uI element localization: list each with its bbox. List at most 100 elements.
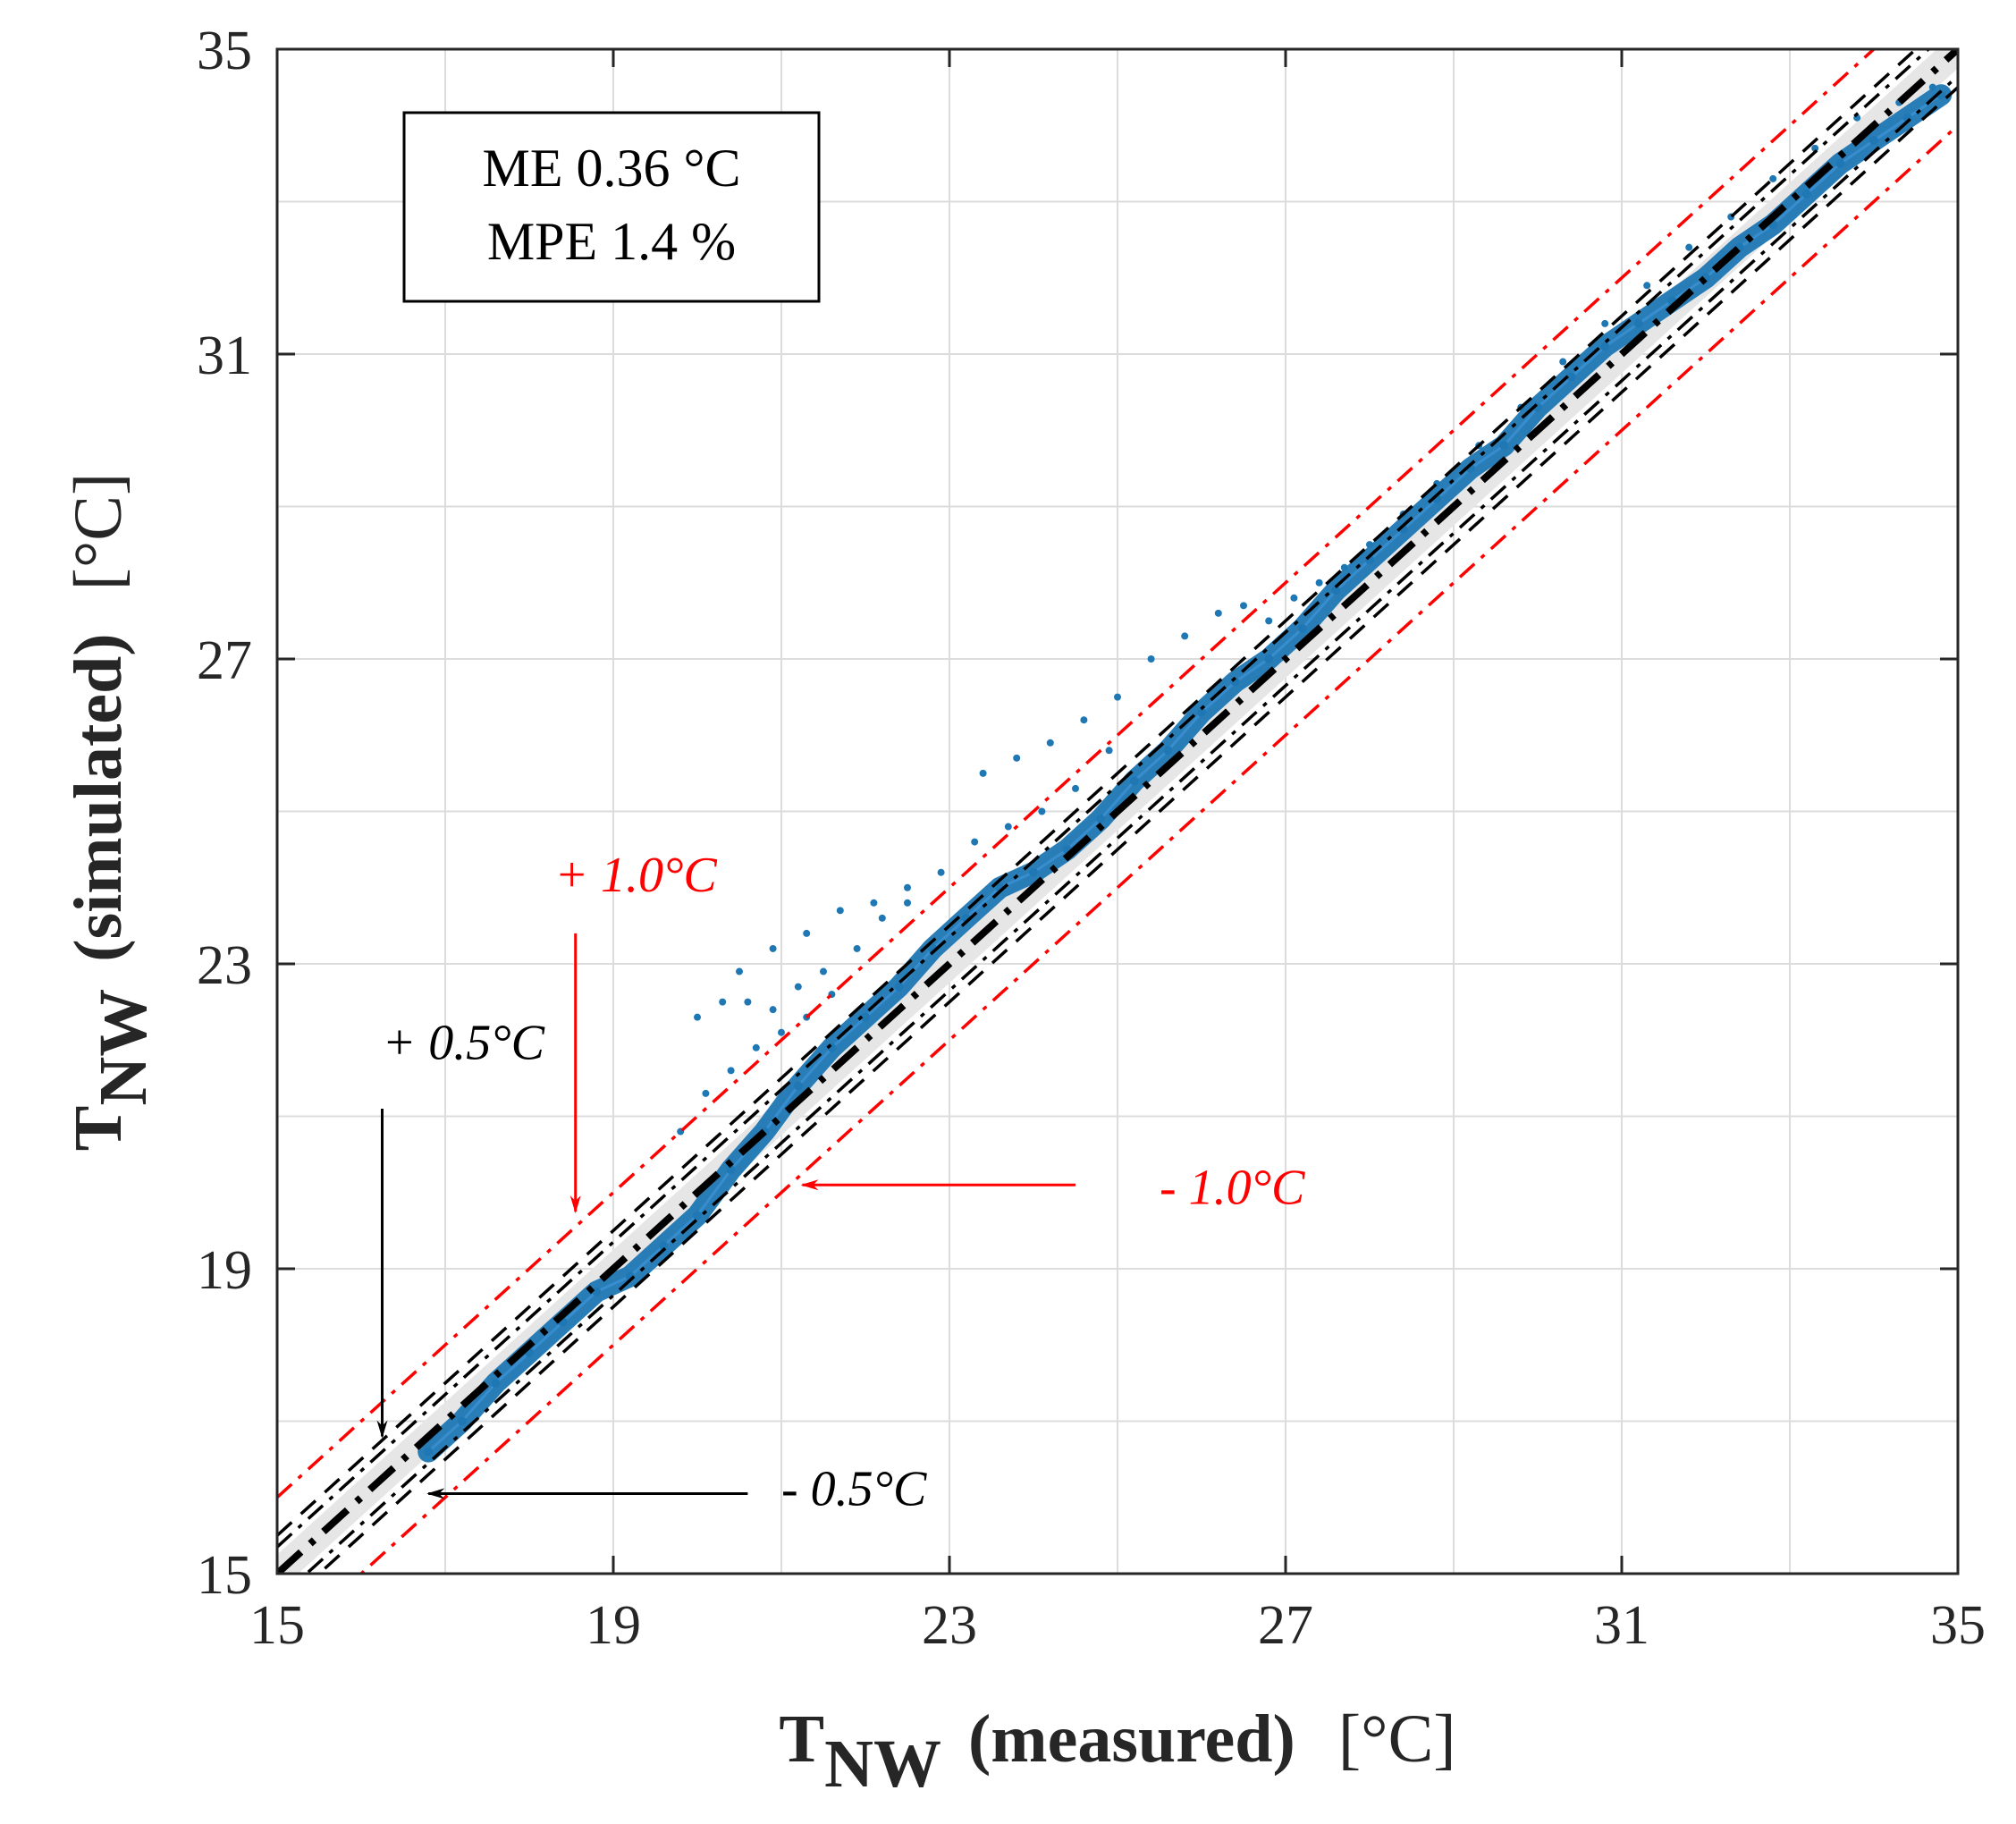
data-point bbox=[1214, 609, 1222, 617]
data-point bbox=[1038, 807, 1046, 815]
x-tick-label: 27 bbox=[1258, 1595, 1313, 1656]
data-point bbox=[424, 1447, 434, 1457]
data-point bbox=[726, 1165, 736, 1175]
data-point bbox=[1096, 815, 1106, 824]
svg-text:TNW(measured)[°C]: TNW (measured) [°C] bbox=[779, 1702, 1455, 1802]
stats-box-frame bbox=[402, 111, 821, 303]
y-axis-title-unit: [°C] bbox=[61, 473, 136, 591]
data-point bbox=[719, 998, 727, 1006]
data-point bbox=[1105, 747, 1113, 755]
data-point bbox=[861, 1012, 870, 1022]
x-tick-label: 15 bbox=[249, 1595, 305, 1656]
data-point bbox=[1046, 739, 1054, 747]
data-point bbox=[1114, 693, 1121, 701]
data-point bbox=[870, 899, 878, 907]
annotations: + 1.0°C + 0.5°C - 1.0°C - 0.5°C bbox=[376, 848, 1305, 1516]
x-tick-label: 35 bbox=[1930, 1595, 1986, 1656]
annotation-label: - 0.5°C bbox=[781, 1461, 927, 1516]
data-point bbox=[979, 769, 987, 777]
stats-me: ME 0.36 °C bbox=[482, 139, 740, 198]
data-point bbox=[736, 967, 743, 975]
data-point bbox=[1685, 243, 1693, 251]
data-point bbox=[778, 1028, 785, 1036]
data-point bbox=[702, 1089, 710, 1097]
data-point bbox=[1290, 594, 1298, 602]
data-point bbox=[904, 899, 911, 907]
data-point bbox=[1769, 174, 1777, 182]
y-axis-title-main: T bbox=[61, 1106, 136, 1152]
data-point bbox=[1340, 563, 1348, 571]
data-point bbox=[853, 944, 861, 952]
data-point bbox=[752, 1043, 760, 1051]
data-point bbox=[1129, 776, 1139, 786]
stats-mpe: MPE 1.4 % bbox=[487, 212, 736, 271]
data-point bbox=[894, 982, 904, 992]
data-point bbox=[1297, 623, 1307, 633]
data-point bbox=[1072, 784, 1079, 792]
y-tick-label: 35 bbox=[197, 21, 252, 81]
data-point bbox=[793, 1081, 803, 1091]
data-point bbox=[1835, 158, 1845, 168]
data-point bbox=[878, 914, 886, 922]
data-point bbox=[1499, 441, 1509, 451]
data-point bbox=[1265, 617, 1273, 625]
y-tick-label: 23 bbox=[197, 935, 252, 996]
y-tick-label: 19 bbox=[197, 1240, 252, 1301]
annotation-label: - 1.0°C bbox=[1160, 1161, 1305, 1216]
y-tick-label: 27 bbox=[197, 630, 252, 691]
axis-ticks: 15 19 23 27 31 35 15 19 23 27 31 35 bbox=[197, 21, 1986, 1656]
y-axis-title-desc: (simulated) bbox=[61, 633, 136, 961]
data-point bbox=[769, 944, 777, 952]
data-point bbox=[769, 1006, 777, 1014]
data-point bbox=[1264, 654, 1274, 663]
x-axis-title-main: T bbox=[779, 1702, 824, 1777]
data-point bbox=[1559, 358, 1567, 366]
data-point bbox=[694, 1013, 701, 1021]
data-point bbox=[1601, 319, 1609, 327]
x-axis-title-unit: [°C] bbox=[1338, 1702, 1456, 1777]
data-point bbox=[904, 883, 911, 891]
data-point bbox=[820, 967, 827, 975]
data-point bbox=[1633, 318, 1643, 328]
x-axis-title: TNW (measured) [°C] bbox=[779, 1702, 1455, 1802]
data-point bbox=[1928, 83, 1936, 91]
y-axis-title: TNW (simulated) [°C] bbox=[61, 473, 161, 1152]
annotation-label: + 0.5°C bbox=[383, 1016, 545, 1071]
data-point bbox=[1869, 136, 1878, 146]
annotation-label: + 1.0°C bbox=[554, 848, 717, 903]
y-tick-label: 15 bbox=[197, 1545, 252, 1606]
x-tick-label: 19 bbox=[586, 1595, 641, 1656]
x-tick-label: 23 bbox=[922, 1595, 977, 1656]
data-point bbox=[1566, 372, 1576, 382]
svg-text:TNW(simulated)[°C]: TNW (simulated) [°C] bbox=[61, 473, 161, 1152]
data-point bbox=[1013, 754, 1021, 762]
data-point bbox=[1181, 632, 1189, 640]
data-point bbox=[1004, 823, 1012, 831]
data-point bbox=[836, 907, 844, 915]
data-point bbox=[794, 983, 802, 991]
y-tick-label: 31 bbox=[197, 325, 252, 386]
data-point bbox=[937, 868, 945, 876]
x-axis-title-desc: (measured) bbox=[968, 1702, 1295, 1777]
reference-line bbox=[316, 86, 1958, 1574]
data-point bbox=[1080, 716, 1088, 724]
x-tick-label: 31 bbox=[1594, 1595, 1649, 1656]
data-point bbox=[727, 1067, 735, 1075]
reference-line bbox=[277, 49, 1958, 1574]
data-point bbox=[1315, 578, 1323, 587]
data-point bbox=[1240, 602, 1247, 610]
plot-frame bbox=[275, 47, 1960, 1575]
data-point bbox=[1811, 144, 1819, 152]
data-point bbox=[1801, 189, 1811, 198]
data-point bbox=[1600, 342, 1610, 351]
x-axis-title-sub: NW bbox=[824, 1727, 941, 1802]
data-point bbox=[1331, 586, 1341, 595]
data-point bbox=[971, 838, 979, 846]
data-point bbox=[659, 1241, 669, 1251]
reference-lines bbox=[277, 49, 1958, 1574]
data-point bbox=[1163, 746, 1173, 756]
data-point bbox=[1197, 707, 1206, 717]
data-point bbox=[592, 1287, 602, 1296]
stats-box: ME 0.36 °C MPE 1.4 % bbox=[402, 111, 821, 303]
